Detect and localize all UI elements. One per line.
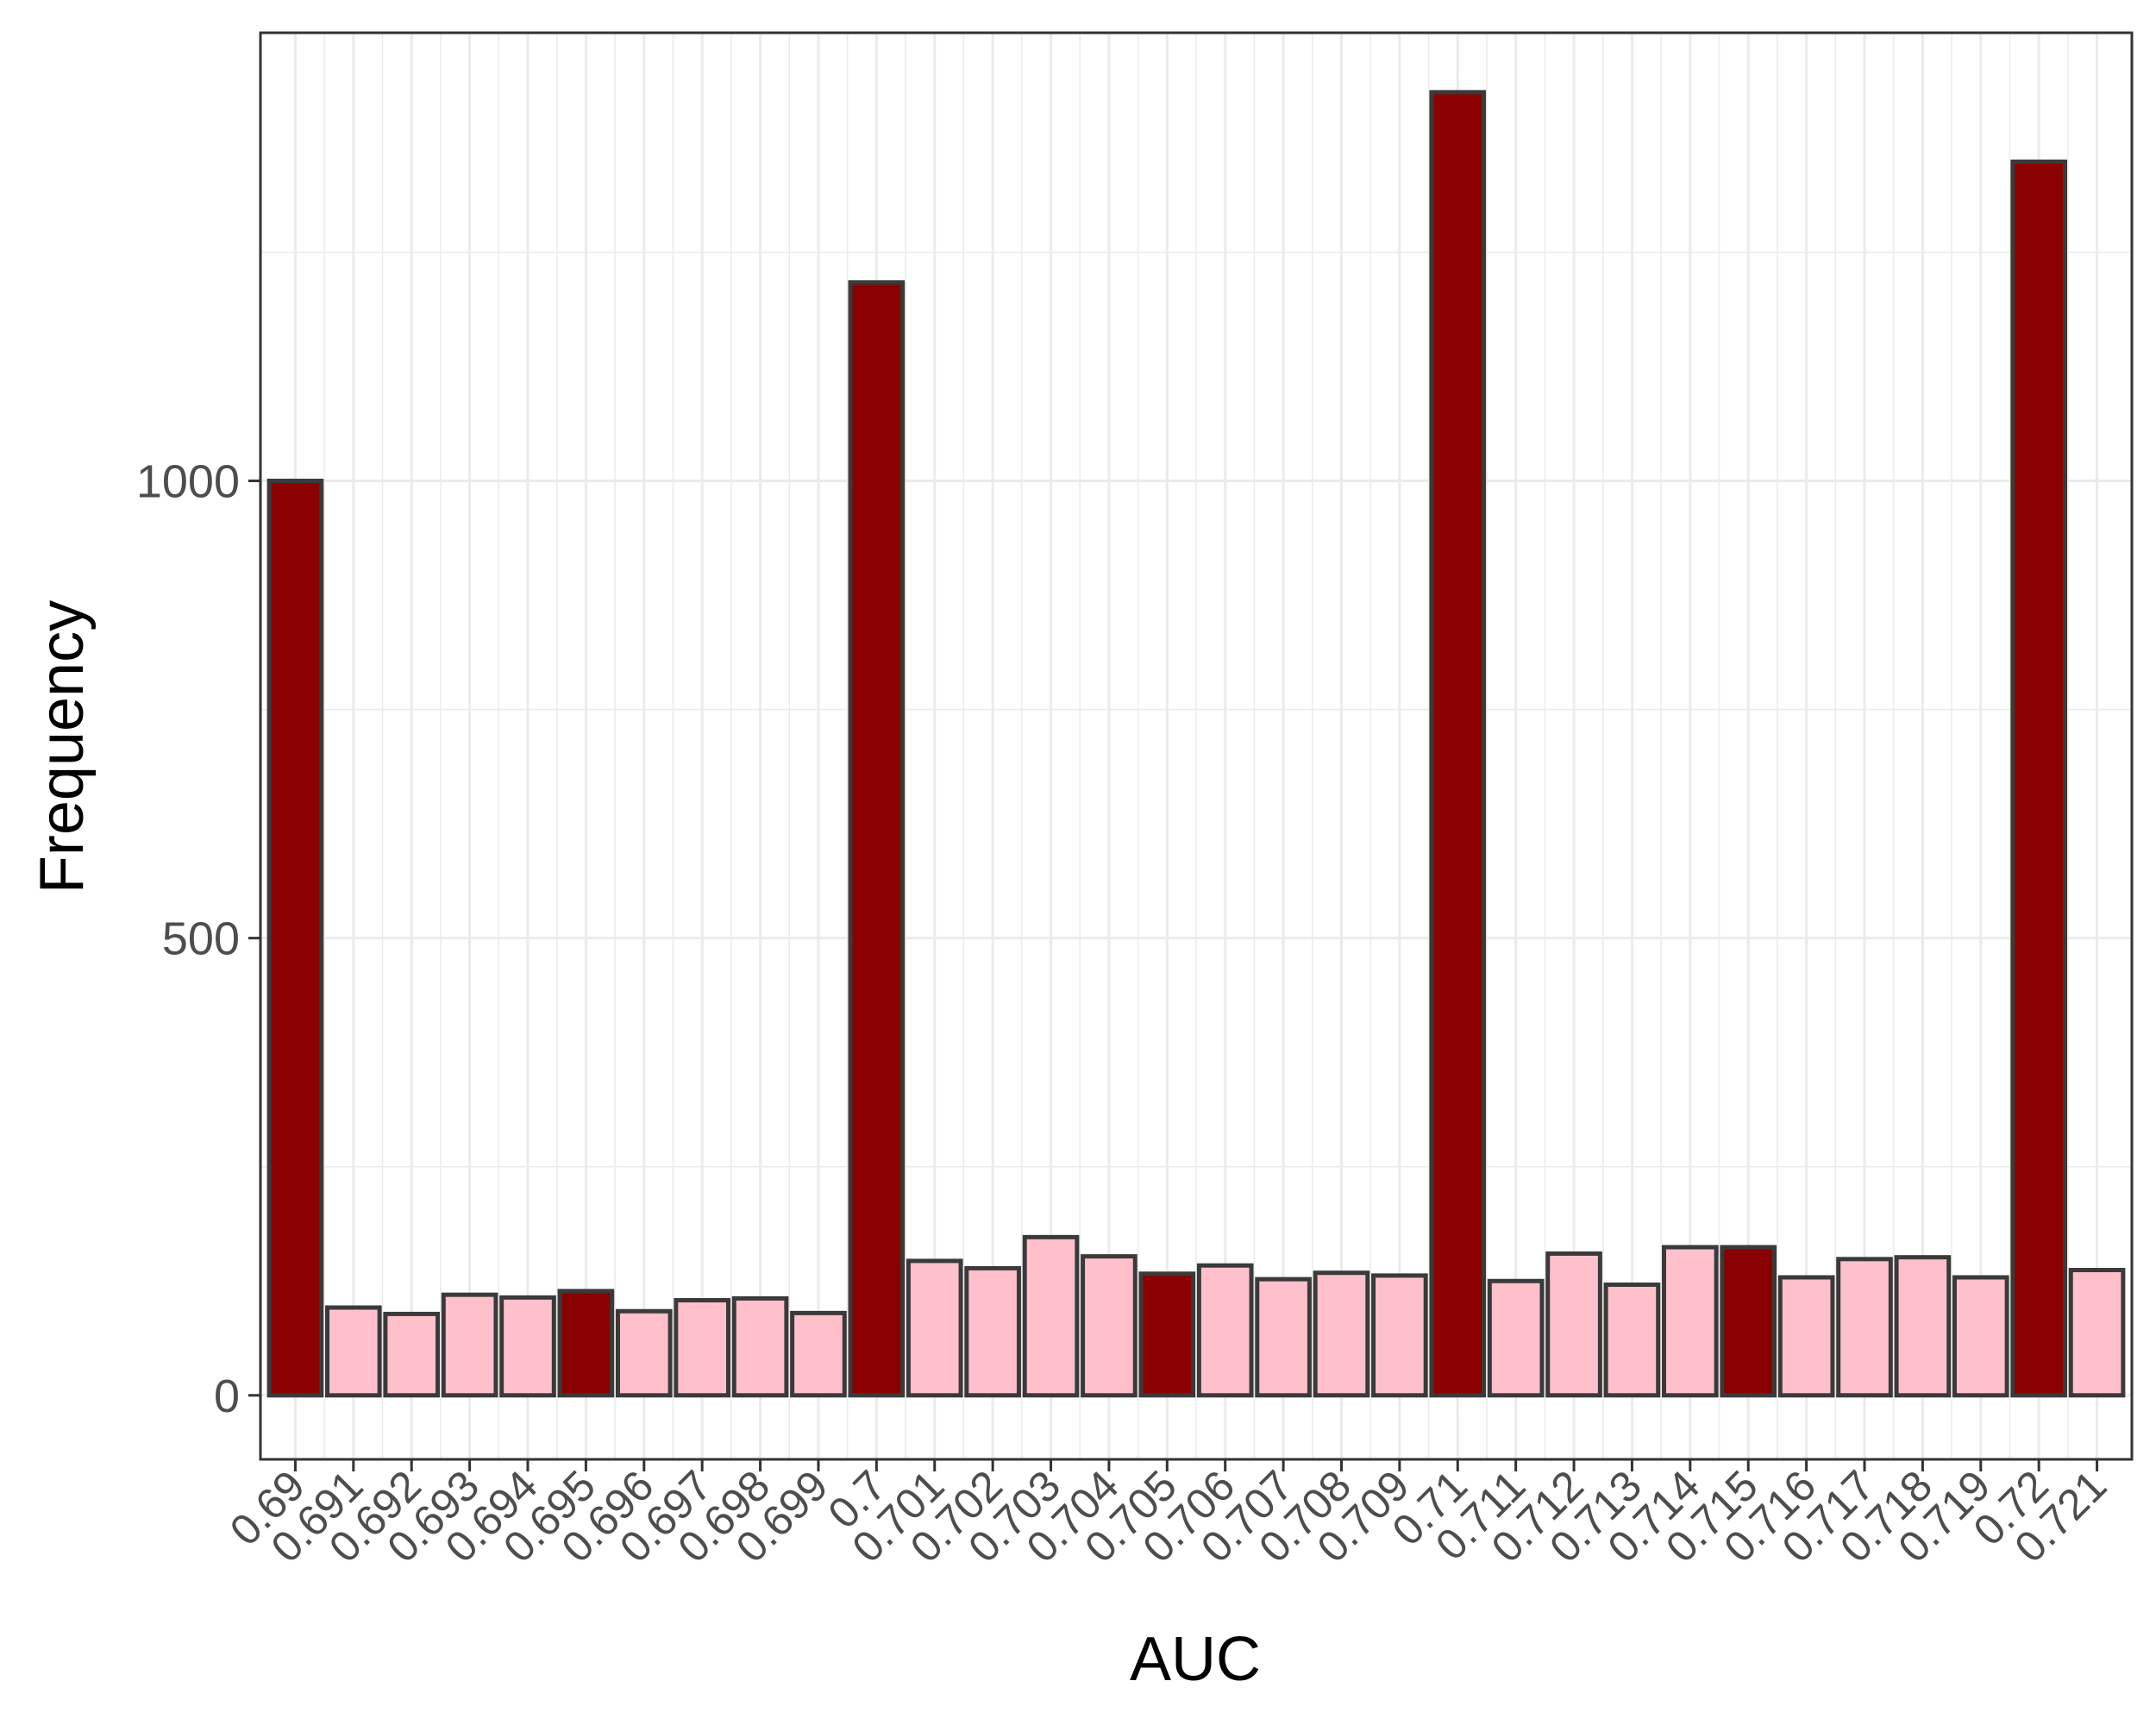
bar-0.721 <box>2068 1268 2126 1398</box>
y-axis-title: Frequency <box>28 600 97 894</box>
bar-0.701 <box>906 1258 963 1398</box>
panel-border <box>259 31 2134 1461</box>
y-tick-label: 0 <box>214 1371 240 1422</box>
bar-0.72 <box>2010 159 2068 1398</box>
bar-0.713 <box>1603 1282 1661 1398</box>
x-axis-title: AUC <box>1130 1625 1261 1694</box>
bar-0.695 <box>557 1289 615 1398</box>
y-tick-label: 500 <box>162 913 240 965</box>
bar-0.716 <box>1777 1275 1835 1398</box>
bar-0.709 <box>1371 1273 1428 1398</box>
bar-0.699 <box>790 1310 847 1398</box>
bar-0.692 <box>383 1311 441 1398</box>
grid <box>260 33 2132 1459</box>
bar-0.698 <box>731 1295 789 1398</box>
bar-0.717 <box>1836 1257 1893 1398</box>
bar-0.691 <box>325 1305 382 1398</box>
bar-0.718 <box>1894 1255 1952 1398</box>
bar-0.703 <box>1022 1234 1080 1398</box>
bar-0.715 <box>1720 1245 1777 1398</box>
bar-0.706 <box>1196 1263 1254 1398</box>
bar-0.702 <box>964 1265 1021 1398</box>
bar-0.7 <box>848 279 906 1398</box>
bar-0.707 <box>1255 1276 1312 1398</box>
bar-0.712 <box>1545 1251 1602 1398</box>
bar-0.704 <box>1081 1254 1138 1398</box>
bar-0.71 <box>1429 90 1487 1398</box>
bars <box>266 90 2126 1398</box>
bar-0.708 <box>1313 1270 1370 1398</box>
bar-0.696 <box>615 1308 673 1398</box>
bar-0.697 <box>674 1298 731 1398</box>
bar-0.69 <box>266 479 324 1398</box>
bar-0.719 <box>1952 1275 2009 1398</box>
bar-0.714 <box>1662 1245 1719 1398</box>
bar-0.705 <box>1138 1271 1196 1398</box>
bar-0.711 <box>1487 1278 1545 1398</box>
y-tick-label: 1000 <box>136 456 240 508</box>
axis-ticks <box>248 480 2099 1471</box>
bar-0.693 <box>441 1292 498 1398</box>
bar-0.694 <box>499 1295 556 1398</box>
y-tick-labels: 0 500 1000 <box>136 456 240 1422</box>
